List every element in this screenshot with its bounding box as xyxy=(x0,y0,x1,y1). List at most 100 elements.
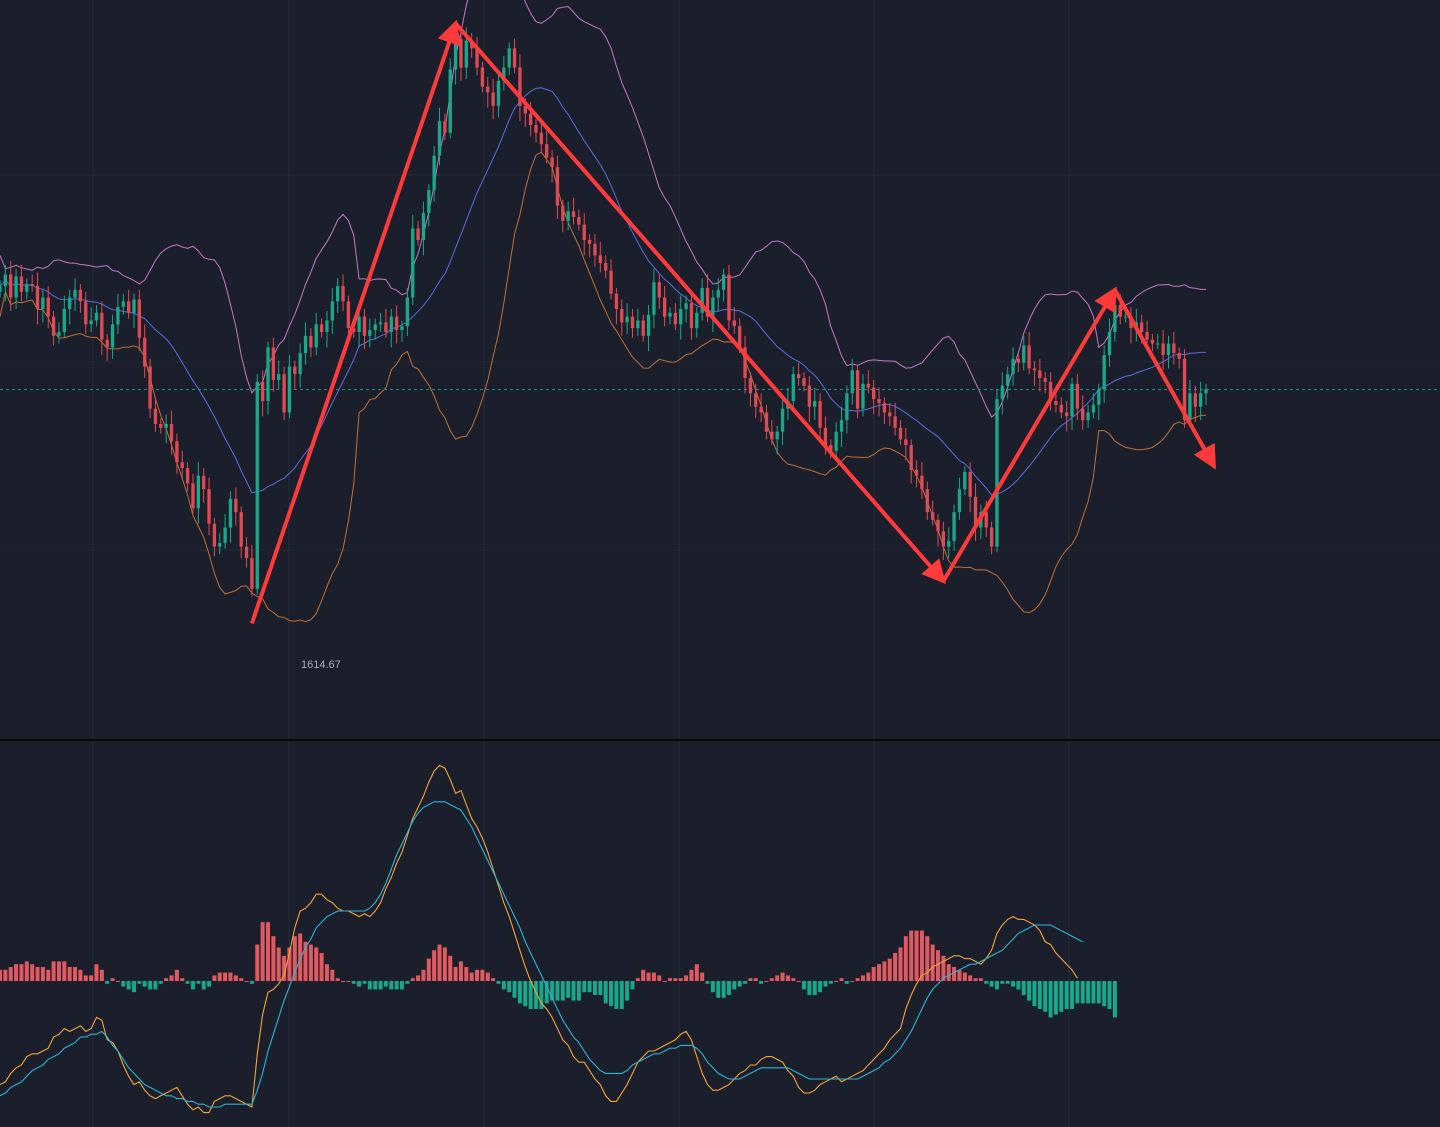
macd-histogram-bar xyxy=(319,953,324,981)
candle-body xyxy=(566,211,570,221)
macd-histogram-bar xyxy=(839,978,844,981)
macd-histogram-bar xyxy=(164,978,169,981)
candle-body xyxy=(646,314,651,336)
macd-histogram-bar xyxy=(571,981,576,1001)
candle-body xyxy=(866,383,870,388)
candle-body xyxy=(904,439,908,446)
candle-body xyxy=(46,297,50,317)
macd-histogram-bar xyxy=(834,981,839,982)
candle-body xyxy=(711,297,715,317)
macd-histogram-bar xyxy=(769,978,774,981)
macd-histogram-bar xyxy=(271,936,276,981)
candle-body xyxy=(486,86,490,93)
macd-histogram-bar xyxy=(174,969,179,981)
candle-body xyxy=(700,287,704,313)
candle-body xyxy=(754,393,758,407)
macd-histogram-bar xyxy=(282,955,287,981)
candle-body xyxy=(1048,381,1053,401)
macd-histogram-bar xyxy=(866,972,871,981)
macd-histogram-bar xyxy=(764,981,769,982)
macd-histogram-bar xyxy=(496,981,501,984)
candle-body xyxy=(212,523,217,547)
macd-histogram-bar xyxy=(416,975,421,981)
macd-histogram-bar xyxy=(24,961,29,981)
macd-histogram-bar xyxy=(410,978,415,981)
candle-body xyxy=(443,121,447,133)
candle-body xyxy=(829,445,833,451)
macd-histogram-bar xyxy=(399,981,405,990)
candle-body xyxy=(1145,332,1149,340)
candle-body xyxy=(1032,368,1037,371)
macd-histogram-bar xyxy=(378,981,383,990)
macd-histogram-bar xyxy=(421,969,426,981)
candle-body xyxy=(989,527,994,547)
candle-body xyxy=(1064,412,1069,417)
macd-histogram-bar xyxy=(469,972,474,981)
macd-histogram-bar xyxy=(217,972,222,981)
bollinger-upper-line xyxy=(0,0,1206,418)
macd-histogram-bar xyxy=(641,969,646,981)
candle-body xyxy=(357,316,361,332)
macd-histogram-bar xyxy=(255,944,260,981)
macd-histogram-bar xyxy=(249,981,254,984)
macd-histogram-bar xyxy=(716,981,721,998)
macd-histogram-bar xyxy=(346,981,351,982)
candle-body xyxy=(143,337,147,367)
candle-body xyxy=(378,322,383,325)
candle-body xyxy=(309,335,313,348)
candle-body xyxy=(116,307,120,325)
candle-body xyxy=(662,297,667,317)
signal-line xyxy=(0,801,1083,1108)
macd-histogram-bar xyxy=(973,978,978,981)
macd-histogram-bar xyxy=(941,955,946,981)
candle-body xyxy=(727,274,731,321)
candle-body xyxy=(196,475,200,509)
macd-histogram-bar xyxy=(351,981,356,984)
macd-histogram-bar xyxy=(121,981,126,987)
macd-histogram-bar xyxy=(635,978,640,981)
macd-histogram-bar xyxy=(73,967,78,981)
candle-body xyxy=(271,347,276,380)
candle-body xyxy=(523,105,527,114)
candle-body xyxy=(266,347,270,401)
macd-histogram-bar xyxy=(759,981,764,984)
macd-histogram-bar xyxy=(89,975,94,981)
candle-body xyxy=(1193,393,1197,407)
candle-body xyxy=(19,276,24,292)
candle-body xyxy=(582,224,586,240)
macd-histogram-bar xyxy=(978,978,983,981)
candle-body xyxy=(137,299,142,338)
macd-histogram-bar xyxy=(260,922,265,981)
macd-histogram-bar xyxy=(196,981,201,984)
candle-body xyxy=(319,324,324,332)
candle-body xyxy=(480,67,485,87)
macd-histogram-bar xyxy=(544,981,549,1004)
macd-histogram-bar xyxy=(464,967,469,981)
bollinger-middle-line xyxy=(0,87,1206,496)
candle-body xyxy=(89,320,93,325)
candle-body xyxy=(1198,393,1203,407)
candle-body xyxy=(30,284,34,286)
candle-body xyxy=(721,274,726,290)
macd-histogram-bar xyxy=(1048,981,1053,1018)
macd-histogram-bar xyxy=(153,981,158,990)
candle-body xyxy=(630,316,635,329)
macd-histogram-bar xyxy=(475,969,480,981)
macd-histogram-bar xyxy=(126,981,131,990)
macd-histogram-bar xyxy=(887,958,892,981)
macd-histogram-bar xyxy=(62,961,67,981)
candle-body xyxy=(57,332,61,336)
candle-body xyxy=(202,475,206,490)
candle-body xyxy=(244,546,249,559)
macd-histogram-bar xyxy=(169,975,174,981)
macd-histogram-bar xyxy=(721,981,726,998)
macd-histogram-bar xyxy=(877,964,882,981)
macd-histogram-bar xyxy=(732,981,737,990)
candle-body xyxy=(51,316,56,336)
macd-histogram-bar xyxy=(780,972,785,981)
candle-body xyxy=(218,542,222,547)
candle-body xyxy=(893,416,897,428)
candle-body xyxy=(3,274,8,286)
macd-histogram-bar xyxy=(710,981,715,993)
